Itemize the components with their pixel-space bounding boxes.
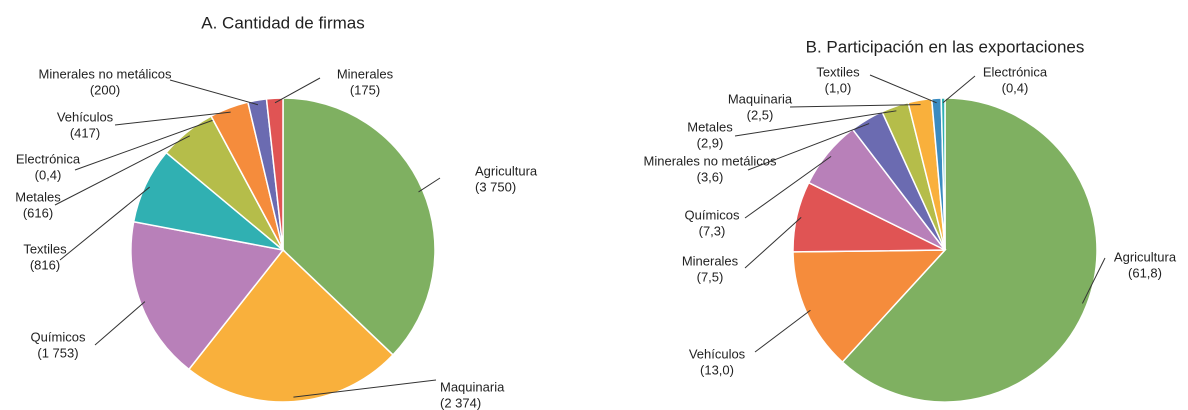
- value-label: (2,9): [697, 135, 724, 150]
- slice-label: Vehículos: [689, 346, 746, 361]
- value-label: (1,0): [825, 80, 852, 95]
- leader-line: [747, 123, 870, 171]
- slice-label: Maquinaria: [440, 379, 505, 394]
- leader-line: [293, 379, 437, 398]
- leader-line: [59, 186, 150, 261]
- slice-label: Vehículos: [57, 109, 114, 124]
- slice-label: Textiles: [816, 64, 860, 79]
- leader-line: [869, 74, 937, 104]
- chart-title: B. Participación en las exportaciones: [806, 37, 1085, 56]
- leader-line: [54, 135, 191, 206]
- slice-label: Minerales no metálicos: [644, 153, 777, 168]
- slice-label: Minerales: [337, 66, 394, 81]
- slice-label: Químicos: [31, 329, 86, 344]
- slice-label: Minerales: [682, 253, 739, 268]
- value-label: (816): [30, 257, 60, 272]
- pie-slice: [130, 220, 285, 371]
- leader-line: [94, 301, 146, 346]
- value-label: (2,5): [747, 107, 774, 122]
- value-label: (2 374): [440, 395, 481, 410]
- leader-line: [169, 79, 259, 106]
- value-label: (1 753): [37, 345, 78, 360]
- value-label: (0,4): [35, 167, 62, 182]
- slice-label: Agricultura: [475, 163, 538, 178]
- leader-line: [114, 111, 231, 126]
- value-label: (7,3): [699, 223, 726, 238]
- value-label: (175): [350, 82, 380, 97]
- leader-line: [1081, 257, 1106, 304]
- slice-label: Minerales no metálicos: [39, 66, 172, 81]
- value-label: (7,5): [697, 269, 724, 284]
- pie-slice: [282, 97, 436, 356]
- slice-label: Químicos: [685, 207, 740, 222]
- slice-label: Electrónica: [16, 151, 81, 166]
- leader-line: [754, 309, 811, 353]
- value-label: (417): [70, 125, 100, 140]
- slice-label: Metales: [687, 119, 733, 134]
- leader-line: [942, 75, 976, 103]
- leader-line: [74, 119, 214, 171]
- chart-title: A. Cantidad de firmas: [201, 13, 364, 32]
- leader-line: [789, 104, 921, 108]
- leader-line: [274, 77, 321, 104]
- value-label: (61,8): [1128, 265, 1162, 280]
- value-label: (200): [90, 82, 120, 97]
- pie-slice: [940, 97, 946, 251]
- leader-line: [744, 217, 802, 269]
- leader-line: [734, 110, 897, 137]
- slice-label: Metales: [15, 189, 61, 204]
- pie-slice: [841, 97, 1098, 403]
- slice-label: Electrónica: [983, 64, 1048, 79]
- value-label: (616): [23, 205, 53, 220]
- value-label: (3 750): [475, 179, 516, 194]
- value-label: (3,6): [697, 169, 724, 184]
- slice-label: Textiles: [23, 241, 67, 256]
- slice-label: Agricultura: [1114, 249, 1177, 264]
- leader-line: [744, 155, 832, 219]
- pie-slice: [187, 248, 395, 403]
- pie-slice: [792, 249, 947, 364]
- value-label: (13,0): [700, 362, 734, 377]
- value-label: (0,4): [1002, 80, 1029, 95]
- slice-label: Maquinaria: [728, 91, 793, 106]
- leader-line: [418, 177, 441, 193]
